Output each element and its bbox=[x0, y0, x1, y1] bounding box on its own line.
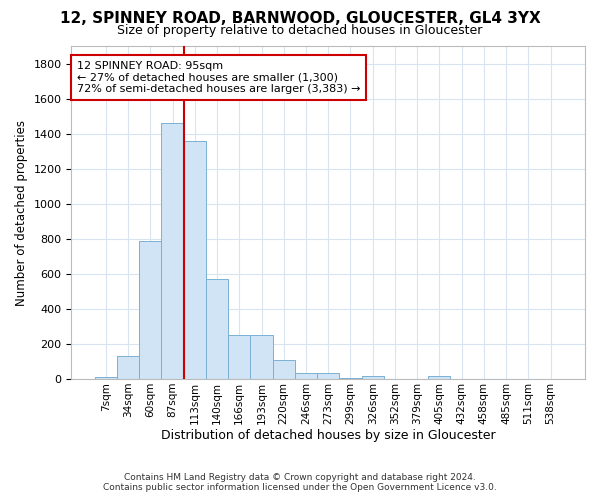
Bar bbox=[317, 373, 340, 379]
X-axis label: Distribution of detached houses by size in Gloucester: Distribution of detached houses by size … bbox=[161, 430, 496, 442]
Bar bbox=[340, 378, 362, 379]
Y-axis label: Number of detached properties: Number of detached properties bbox=[15, 120, 28, 306]
Bar bbox=[184, 140, 206, 379]
Text: Contains HM Land Registry data © Crown copyright and database right 2024.
Contai: Contains HM Land Registry data © Crown c… bbox=[103, 473, 497, 492]
Text: 12, SPINNEY ROAD, BARNWOOD, GLOUCESTER, GL4 3YX: 12, SPINNEY ROAD, BARNWOOD, GLOUCESTER, … bbox=[59, 11, 541, 26]
Bar bbox=[228, 335, 250, 379]
Bar bbox=[206, 279, 228, 379]
Bar bbox=[139, 240, 161, 379]
Text: 12 SPINNEY ROAD: 95sqm
← 27% of detached houses are smaller (1,300)
72% of semi-: 12 SPINNEY ROAD: 95sqm ← 27% of detached… bbox=[77, 61, 360, 94]
Bar bbox=[95, 378, 117, 379]
Text: Size of property relative to detached houses in Gloucester: Size of property relative to detached ho… bbox=[118, 24, 482, 37]
Bar bbox=[117, 356, 139, 379]
Bar bbox=[272, 360, 295, 379]
Bar bbox=[362, 376, 384, 379]
Bar bbox=[428, 376, 451, 379]
Bar bbox=[161, 123, 184, 379]
Bar bbox=[250, 335, 272, 379]
Bar bbox=[295, 373, 317, 379]
